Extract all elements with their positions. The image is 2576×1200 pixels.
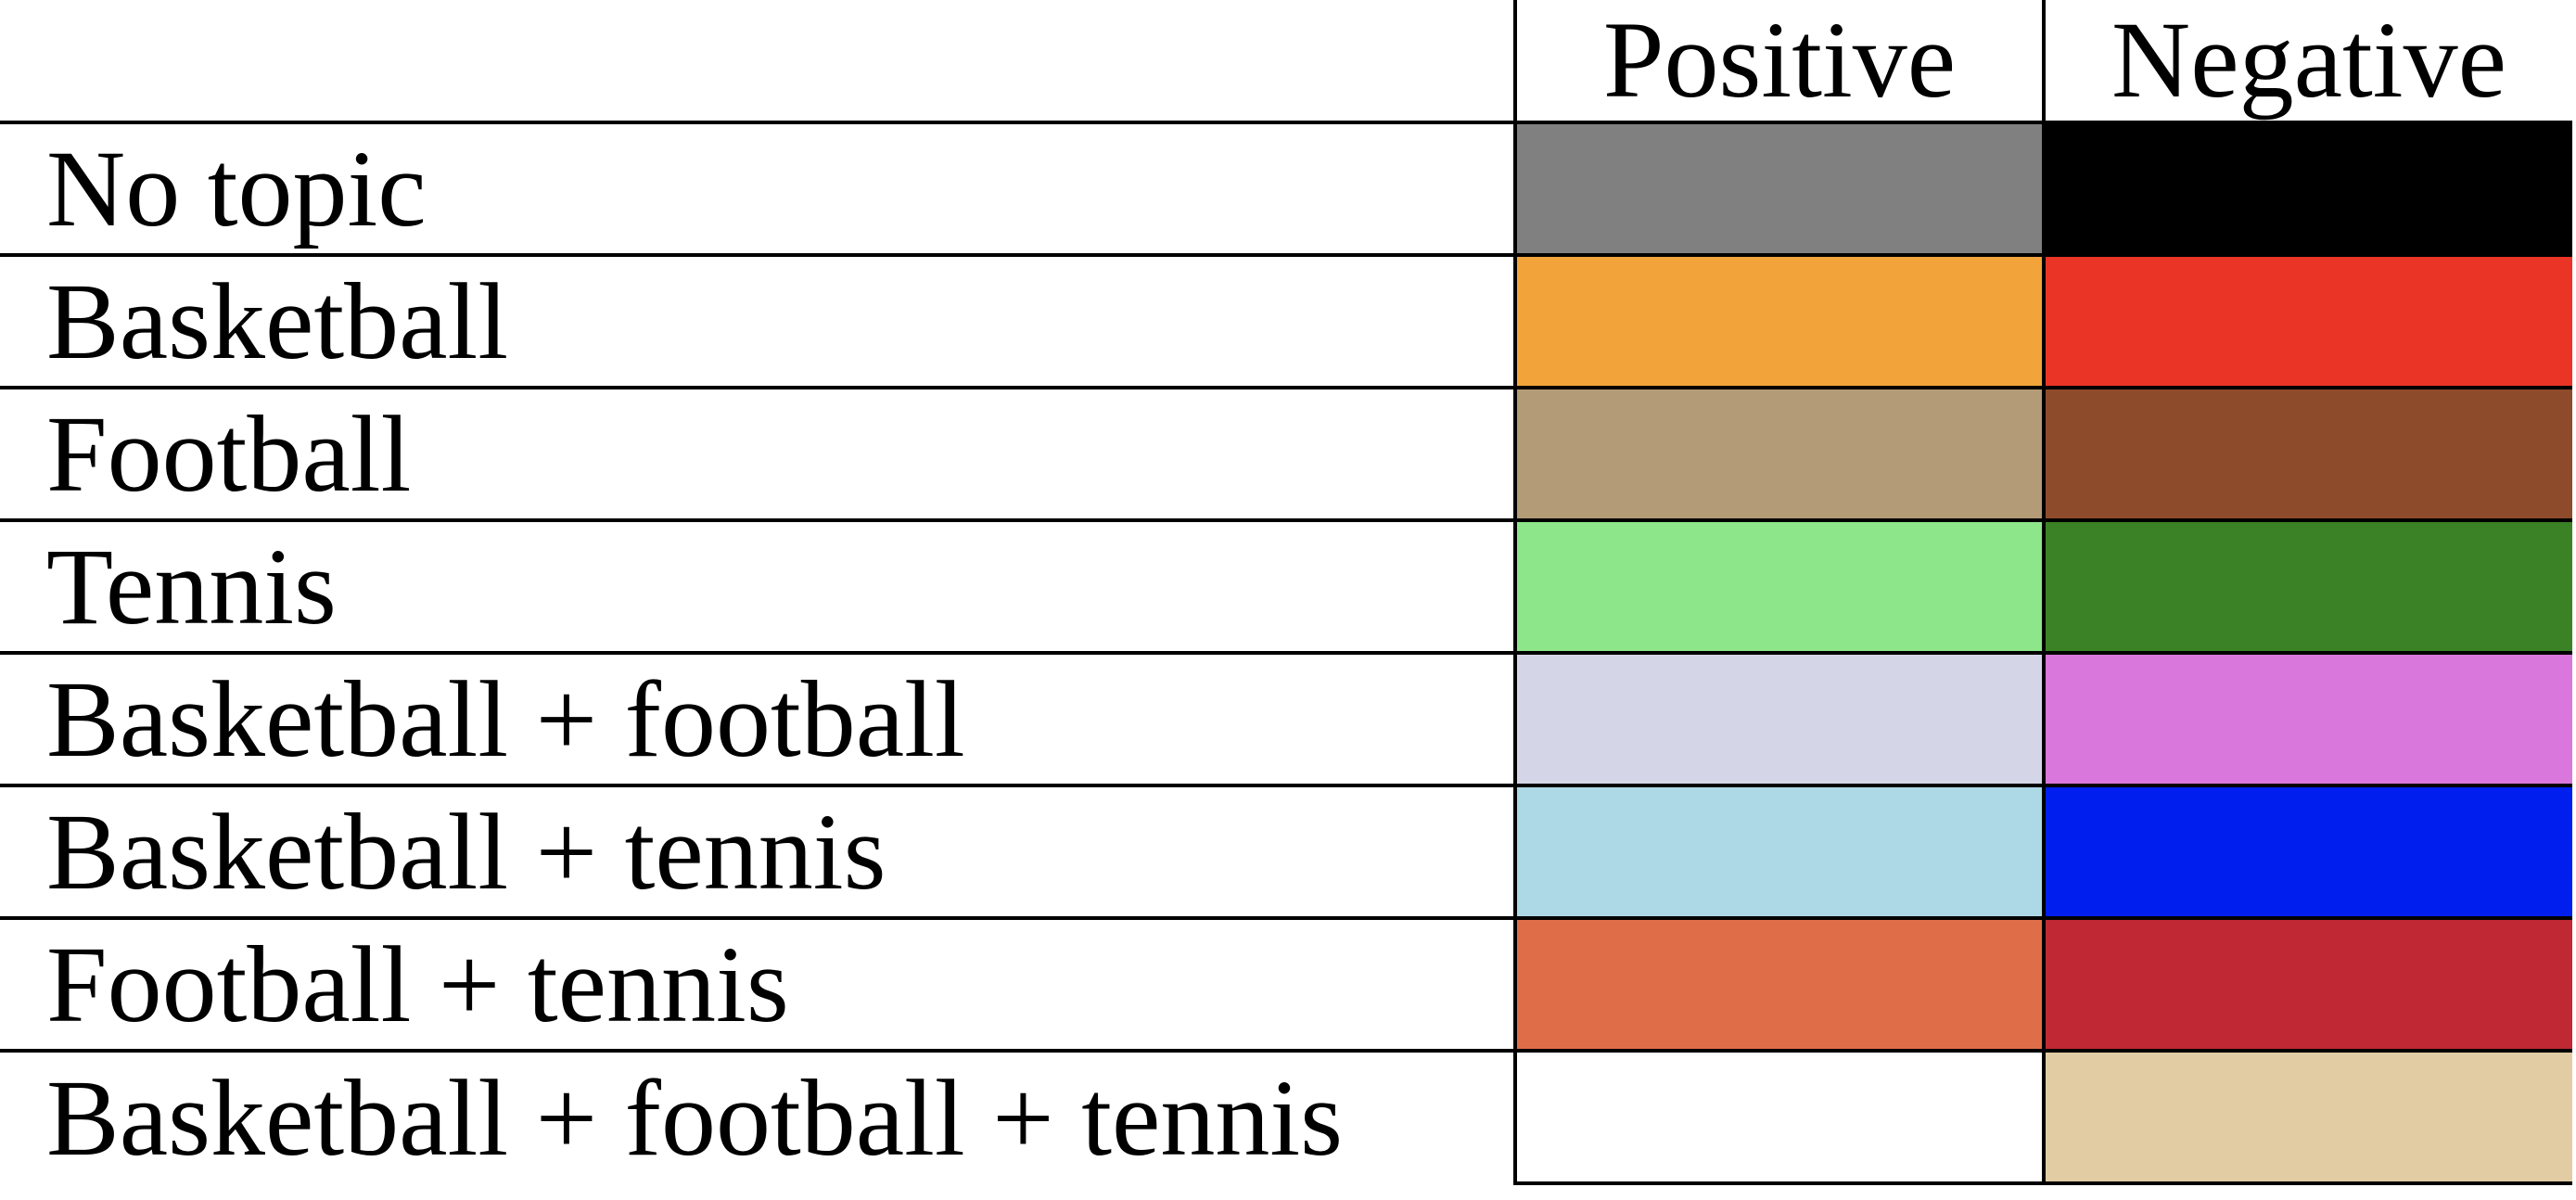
table-row: Football + tennis (0, 916, 2572, 1053)
positive-swatch (1513, 518, 2046, 655)
table-row: Basketball + football + tennis (0, 1049, 2572, 1185)
header-row: Positive Negative (0, 0, 2572, 124)
row-label: Basketball (0, 253, 1517, 389)
row-label: Football + tennis (0, 916, 1517, 1053)
negative-swatch (2042, 518, 2572, 655)
row-label: No topic (0, 121, 1517, 257)
negative-swatch (2042, 386, 2572, 522)
table-row: No topic (0, 121, 2572, 257)
negative-swatch (2042, 916, 2572, 1053)
table-row: Tennis (0, 518, 2572, 655)
positive-swatch (1513, 916, 2046, 1053)
row-label: Tennis (0, 518, 1517, 655)
header-positive: Positive (1513, 0, 2046, 124)
header-corner-cell (0, 0, 1517, 124)
negative-swatch (2042, 253, 2572, 389)
row-label: Basketball + football + tennis (0, 1049, 1517, 1183)
row-label: Basketball + football (0, 651, 1517, 787)
table-row: Football (0, 386, 2572, 522)
negative-swatch (2042, 1049, 2572, 1185)
table-row: Basketball + football (0, 651, 2572, 787)
positive-swatch (1513, 784, 2046, 920)
positive-swatch (1513, 386, 2046, 522)
table-row: Basketball (0, 253, 2572, 389)
positive-swatch (1513, 651, 2046, 787)
table-row: Basketball + tennis (0, 784, 2572, 920)
negative-swatch (2042, 121, 2572, 257)
negative-swatch (2042, 651, 2572, 787)
header-negative: Negative (2042, 0, 2572, 124)
positive-swatch (1513, 121, 2046, 257)
negative-swatch (2042, 784, 2572, 920)
row-label: Football (0, 386, 1517, 522)
row-label: Basketball + tennis (0, 784, 1517, 920)
positive-swatch (1513, 1049, 2046, 1185)
positive-swatch (1513, 253, 2046, 389)
